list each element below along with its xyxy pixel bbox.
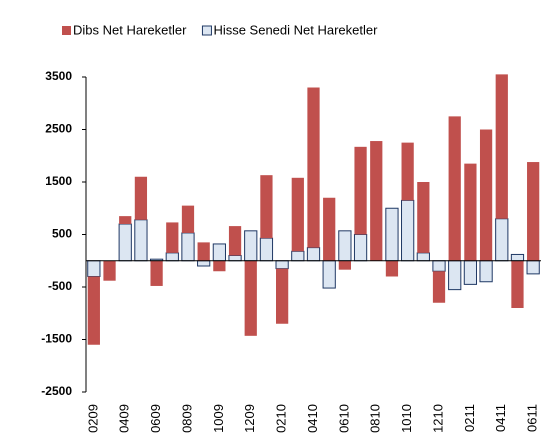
bar [244, 260, 257, 336]
bar [479, 260, 493, 283]
x-tick-label: 0211 [462, 404, 477, 432]
bar [526, 260, 540, 275]
x-tick-label: 0611 [525, 404, 540, 432]
bar [259, 237, 274, 262]
bar [448, 260, 462, 291]
legend-label: Hisse Senedi Net Hareketler [213, 22, 378, 37]
bar [510, 253, 525, 262]
x-tick-label: 0609 [148, 404, 163, 433]
y-tick-label: 3500 [45, 69, 72, 83]
bar [511, 260, 524, 308]
y-tick-label: -1500 [41, 332, 72, 346]
bar [448, 116, 461, 261]
bar [87, 260, 101, 277]
bar [181, 205, 195, 233]
x-tick-label: 1009 [211, 404, 226, 433]
bar [527, 162, 540, 261]
bar [118, 223, 132, 262]
x-tick-label: 0410 [305, 404, 320, 433]
bar [432, 271, 446, 303]
bar [197, 260, 211, 267]
bar [165, 252, 179, 262]
x-tick-label: 0809 [179, 404, 194, 433]
bar [228, 226, 242, 256]
bar [260, 175, 273, 239]
bar [322, 260, 336, 289]
bar [119, 216, 132, 224]
bar [166, 222, 179, 253]
x-tick-label: 1209 [242, 404, 257, 433]
bar [307, 87, 320, 248]
bar [417, 182, 430, 253]
bar [291, 250, 305, 262]
x-tick-label: 0210 [274, 404, 289, 433]
legend-swatch [201, 25, 212, 36]
bar [338, 260, 351, 270]
bar [275, 260, 289, 270]
bar [197, 242, 210, 261]
bar [401, 199, 415, 262]
bar [212, 243, 226, 262]
bar [463, 260, 478, 285]
y-tick-label: -500 [48, 279, 72, 293]
bar [354, 146, 367, 235]
bar [432, 260, 446, 272]
x-tick-label: 0610 [336, 404, 351, 433]
legend-label: Dibs Net Hareketler [73, 22, 187, 37]
x-tick-label: 1210 [430, 404, 445, 433]
legend-swatch [62, 26, 71, 35]
bar [385, 207, 399, 262]
x-tick-label: 0810 [368, 404, 383, 433]
bar [338, 230, 352, 262]
x-tick-label: 0411 [493, 404, 508, 432]
bar [385, 260, 399, 277]
bar [401, 142, 414, 201]
bar [181, 232, 195, 262]
bar [134, 219, 148, 262]
y-tick-label: 1500 [45, 174, 72, 188]
bar [479, 129, 493, 261]
x-tick-label: 1010 [399, 404, 414, 433]
bar [495, 218, 509, 262]
x-tick-label: 0209 [85, 404, 100, 433]
bar [276, 268, 289, 324]
bar [228, 255, 242, 262]
bar [370, 141, 383, 261]
bar [291, 177, 304, 252]
bar [134, 176, 148, 220]
bar [150, 260, 163, 286]
bar [87, 276, 100, 345]
y-tick-label: -2500 [41, 384, 72, 398]
x-tick-label: 0409 [117, 404, 132, 433]
bar [353, 234, 368, 262]
bar [416, 252, 430, 262]
bar [495, 74, 508, 219]
bar [306, 247, 321, 262]
bar [213, 260, 226, 272]
bar [103, 260, 116, 281]
bar [464, 163, 477, 261]
bar [244, 230, 258, 262]
y-tick-label: 2500 [45, 122, 72, 136]
y-tick-label: 500 [52, 227, 72, 241]
bar [323, 197, 336, 261]
